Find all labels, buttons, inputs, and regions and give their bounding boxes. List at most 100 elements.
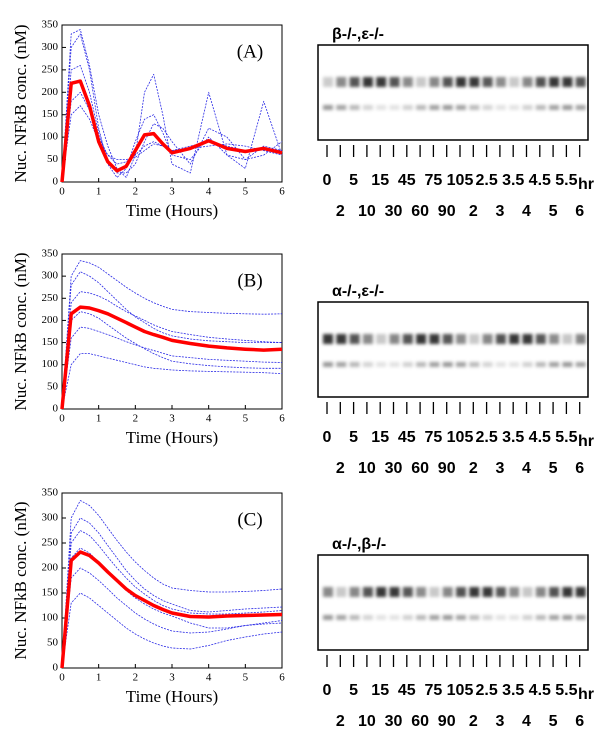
gel-band	[349, 362, 360, 367]
gel-band	[522, 615, 533, 620]
gel-band	[549, 105, 560, 110]
gel-band	[402, 615, 413, 620]
gel-band	[509, 105, 520, 110]
y-axis-label: Nuc. NFkB conc. (nM)	[11, 24, 30, 182]
y-tick-label: 150	[42, 587, 59, 599]
lane-label: 75	[425, 429, 443, 446]
gel-band	[389, 362, 400, 367]
gel-band	[336, 362, 347, 367]
gel-band	[456, 334, 466, 344]
gel-band	[562, 105, 573, 110]
lane-label: 3	[495, 713, 504, 730]
gel-bands	[323, 587, 586, 620]
y-tick-label: 200	[42, 86, 59, 98]
lane-label: 60	[411, 460, 429, 477]
lane-label: 0	[323, 682, 332, 699]
gel-band	[535, 362, 546, 367]
lane-label: 4.5	[529, 429, 551, 446]
gel-band	[402, 334, 413, 344]
gel-band	[469, 362, 480, 367]
gel-band	[575, 587, 586, 597]
gel-band	[522, 105, 533, 110]
time-unit: hr	[578, 686, 594, 703]
gel-band	[575, 362, 586, 367]
gel-band	[376, 362, 387, 367]
gel-band	[376, 77, 387, 87]
data-line	[61, 567, 283, 669]
gel-band	[575, 105, 586, 110]
gel-band	[442, 615, 453, 620]
gel-band	[575, 615, 586, 620]
gel-band	[549, 362, 560, 367]
lane-label: 4	[522, 713, 531, 730]
data-line	[61, 65, 283, 183]
data-line	[61, 311, 282, 410]
gel-box	[317, 44, 589, 141]
gel-band	[349, 615, 360, 620]
lane-label: 10	[358, 460, 376, 477]
y-axis-label: Nuc. NFkB conc. (nM)	[11, 252, 30, 410]
gel-band	[442, 334, 453, 344]
lane-label: 5.5	[555, 172, 577, 189]
gel-band	[389, 587, 400, 597]
gel-band	[429, 587, 440, 597]
panel-label: (C)	[237, 509, 262, 530]
gel-band	[562, 615, 573, 620]
gel-band	[535, 334, 546, 344]
gel-band	[482, 362, 493, 367]
lane-label: 2.5	[475, 429, 497, 446]
gel-band	[323, 587, 333, 597]
gel-band	[362, 105, 373, 110]
gel-band	[336, 77, 347, 87]
panel-label: (A)	[237, 41, 263, 62]
gel-band	[456, 105, 466, 110]
gel-band	[482, 334, 493, 344]
lane-label: 60	[411, 203, 429, 220]
gel-band	[376, 615, 387, 620]
y-axis-label: Nuc. NFkB conc. (nM)	[11, 501, 30, 659]
lane-label: 2.5	[475, 682, 497, 699]
gel-band	[416, 105, 427, 110]
gel-band	[376, 105, 387, 110]
gel-band	[562, 362, 573, 367]
gel-band	[362, 587, 373, 597]
data-line	[61, 105, 283, 183]
gel-band	[336, 615, 347, 620]
gel-band	[376, 587, 387, 597]
lane-label: 15	[371, 172, 389, 189]
gel-title: α-/-,ε-/-	[332, 283, 384, 300]
gel-band	[416, 587, 427, 597]
lane-label: 105	[447, 429, 474, 446]
gel-band	[495, 77, 506, 87]
lane-label: 5	[549, 203, 558, 220]
gel-band	[535, 587, 546, 597]
gel-band	[362, 334, 373, 344]
gel-band	[402, 105, 413, 110]
lane-label: 4	[522, 460, 531, 477]
y-tick-label: 0	[53, 176, 59, 188]
gel-band	[562, 334, 573, 344]
gel-band	[549, 77, 560, 87]
gel-band	[323, 334, 333, 344]
gel-band	[495, 587, 506, 597]
lane-label: 2	[469, 203, 478, 220]
gel-band	[429, 105, 440, 110]
y-tick-label: 350	[42, 19, 59, 31]
lane-label: 30	[385, 203, 403, 220]
lane-label: 2	[336, 460, 345, 477]
x-tick-label: 1	[96, 672, 102, 684]
lane-label: 5.5	[555, 682, 577, 699]
lane-label: 2	[469, 460, 478, 477]
data-line	[61, 271, 282, 410]
lane-label: 2	[336, 203, 345, 220]
x-tick-label: 5	[243, 672, 249, 684]
lane-label: 45	[398, 172, 416, 189]
lane-label: 0	[323, 172, 332, 189]
lane-label: 10	[358, 713, 376, 730]
x-tick-label: 2	[133, 672, 139, 684]
y-tick-label: 0	[53, 662, 59, 674]
gel-title: α-/-,β-/-	[332, 536, 386, 553]
gel-bands	[323, 334, 586, 367]
gel-band	[522, 334, 533, 344]
gel-band	[509, 77, 520, 87]
